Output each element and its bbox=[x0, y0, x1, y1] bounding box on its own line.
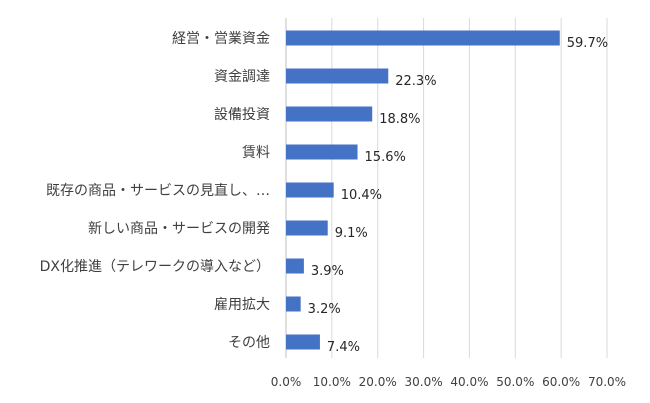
x-tick-label: 20.0% bbox=[359, 375, 397, 389]
bar bbox=[286, 144, 358, 160]
data-label: 59.7% bbox=[567, 36, 608, 51]
data-label: 15.6% bbox=[365, 150, 406, 165]
category-label: 雇用拡大 bbox=[214, 296, 270, 313]
data-label: 3.9% bbox=[311, 264, 344, 279]
x-tick-label: 50.0% bbox=[496, 375, 534, 389]
x-tick-label: 60.0% bbox=[542, 375, 580, 389]
x-tick-label: 0.0% bbox=[271, 375, 302, 389]
bars bbox=[286, 30, 560, 350]
x-tick-label: 70.0% bbox=[588, 375, 626, 389]
data-label: 7.4% bbox=[327, 340, 360, 355]
data-label: 22.3% bbox=[395, 74, 436, 89]
category-label: 経営・営業資金 bbox=[172, 31, 270, 47]
x-axis-ticks: 0.0% 10.0% 20.0% 30.0% 40.0% 50.0% 60.0% 70.0% bbox=[271, 375, 626, 389]
category-label: 新しい商品・サービスの開発 bbox=[88, 221, 270, 237]
data-label: 3.2% bbox=[308, 302, 341, 317]
category-label: 資金調達 bbox=[214, 69, 270, 85]
bar bbox=[286, 258, 304, 274]
category-label: 設備投資 bbox=[214, 107, 270, 123]
x-tick-label: 30.0% bbox=[405, 375, 443, 389]
x-tick-label: 40.0% bbox=[450, 375, 488, 389]
bar bbox=[286, 182, 334, 198]
category-label: 賃料 bbox=[242, 145, 270, 161]
value-labels: 59.7% 22.3% 18.8% 15.6% 10.4% 9.1% 3.9% 3.2% 7.4… bbox=[308, 36, 608, 355]
bar bbox=[286, 296, 301, 312]
bar bbox=[286, 30, 560, 46]
x-tick-label: 10.0% bbox=[313, 375, 351, 389]
data-label: 9.1% bbox=[335, 226, 368, 241]
bar bbox=[286, 106, 373, 122]
category-label: その他 bbox=[228, 335, 270, 351]
bar bbox=[286, 68, 389, 84]
bar bbox=[286, 220, 328, 236]
category-label: 既存の商品・サービスの見直し、… bbox=[46, 182, 270, 199]
category-label: DX化推進（テレワークの導入など） bbox=[40, 259, 270, 275]
data-label: 18.8% bbox=[379, 112, 420, 127]
data-label: 10.4% bbox=[341, 188, 382, 203]
bar bbox=[286, 334, 320, 350]
